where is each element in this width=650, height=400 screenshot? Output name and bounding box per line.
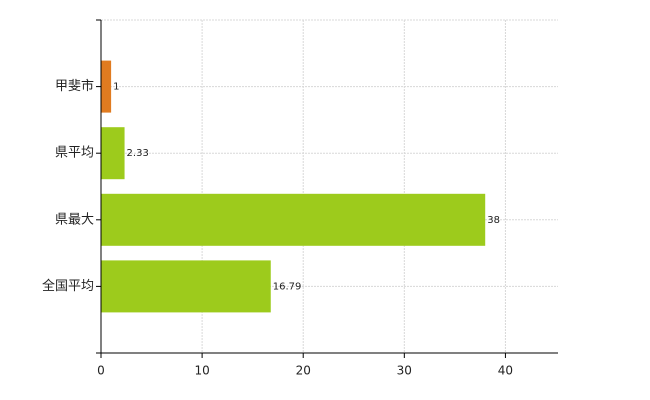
x-tick-label: 30 [397,364,412,378]
x-tick-label: 40 [498,364,513,378]
bar [101,60,112,113]
x-tick-label: 20 [296,364,311,378]
x-tick-label: 10 [194,364,209,378]
bar [101,260,271,313]
bar [101,127,125,180]
value-label: 2.33 [127,148,149,159]
bar [101,193,486,246]
value-label: 38 [487,215,500,226]
y-tick-label: 全国平均 [42,278,94,294]
value-label: 1 [113,82,119,93]
y-tick-label: 県最大 [55,212,94,227]
y-tick-label: 県平均 [55,146,94,161]
y-tick-label: 甲斐市 [55,78,94,94]
x-tick-label: 0 [97,364,105,378]
value-label: 16.79 [273,281,302,292]
